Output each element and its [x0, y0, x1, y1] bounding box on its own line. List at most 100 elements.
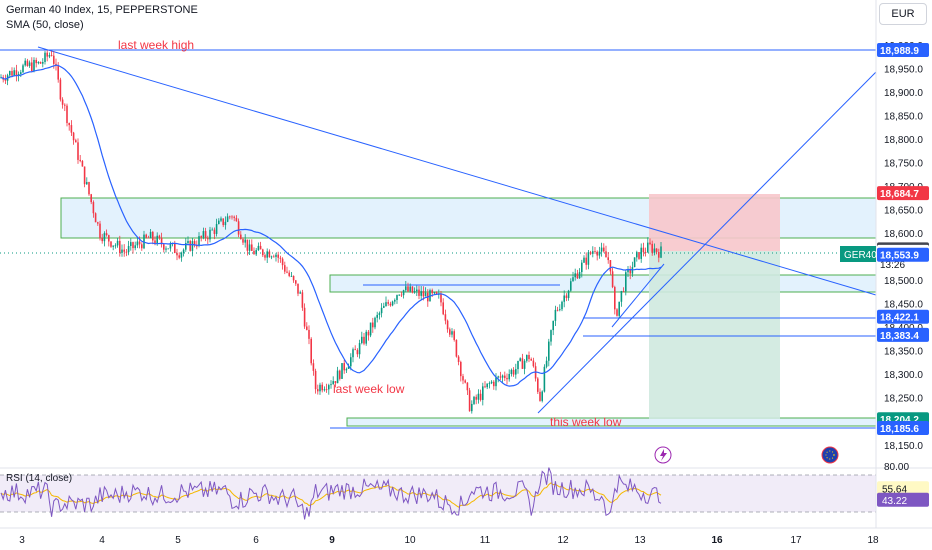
- candle: [334, 381, 337, 388]
- candle: [658, 248, 660, 263]
- candle: [75, 138, 77, 143]
- candle: [400, 291, 403, 297]
- price-tick-label: 18,350.0: [884, 347, 923, 358]
- candle: [655, 248, 658, 255]
- eu-flag-event-icon[interactable]: [821, 446, 839, 464]
- price-tick-label: 18,850.0: [884, 111, 923, 122]
- candle: [495, 373, 497, 391]
- candle: [149, 229, 152, 239]
- svg-text:18,383.4: 18,383.4: [880, 331, 919, 342]
- candle: [306, 322, 308, 331]
- candle: [101, 233, 103, 244]
- candle: [499, 371, 502, 381]
- candle: [160, 232, 163, 248]
- candle: [37, 61, 40, 65]
- candle: [116, 237, 119, 248]
- candle: [409, 283, 411, 293]
- candle: [528, 351, 530, 363]
- candle: [308, 325, 310, 345]
- time-tick-label: 9: [329, 535, 335, 546]
- svg-text:18,684.7: 18,684.7: [880, 189, 919, 200]
- candle: [290, 272, 293, 278]
- candle: [343, 359, 345, 374]
- candle: [394, 298, 396, 305]
- candle: [464, 379, 466, 384]
- price-tick-label: 18,600.0: [884, 229, 923, 240]
- candle: [618, 301, 620, 318]
- svg-text:43.22: 43.22: [882, 496, 907, 507]
- candle: [475, 394, 477, 405]
- candle: [548, 338, 550, 367]
- candle: [299, 290, 301, 294]
- countdown-label: 13:26: [880, 260, 905, 271]
- candle: [79, 155, 81, 163]
- candle: [121, 244, 123, 257]
- candle: [651, 240, 653, 256]
- candle: [501, 374, 504, 383]
- candle: [550, 329, 552, 346]
- candle: [229, 215, 231, 220]
- ascending-trendline-2[interactable]: [611, 263, 665, 328]
- short-position-profit[interactable]: [649, 251, 780, 419]
- time-tick-label: 12: [557, 535, 569, 546]
- candle: [218, 218, 220, 225]
- currency-button[interactable]: EUR: [879, 3, 927, 25]
- candle: [182, 248, 185, 257]
- candle: [552, 320, 554, 336]
- time-tick-label: 13: [634, 535, 646, 546]
- candle: [167, 248, 169, 250]
- rsi-legend[interactable]: RSI (14, close): [6, 473, 73, 484]
- candle: [281, 257, 284, 270]
- candle: [649, 238, 651, 246]
- candle: [97, 221, 99, 226]
- candle: [114, 243, 117, 249]
- candle: [207, 235, 209, 245]
- candle: [108, 234, 110, 247]
- short-position-loss[interactable]: [649, 194, 780, 251]
- candle: [112, 245, 114, 251]
- candle: [72, 131, 75, 145]
- candle: [545, 356, 548, 369]
- svg-text:18,988.9: 18,988.9: [880, 46, 919, 57]
- time-tick-label: 5: [175, 535, 181, 546]
- candle: [6, 73, 9, 86]
- candle: [633, 257, 636, 268]
- time-tick-label: 10: [404, 535, 416, 546]
- candle: [387, 299, 389, 306]
- candle: [17, 71, 20, 82]
- descending-trendline[interactable]: [37, 46, 877, 296]
- time-tick-label: 17: [790, 535, 802, 546]
- candle: [565, 293, 568, 302]
- candle: [372, 317, 374, 333]
- candle: [506, 373, 508, 385]
- candle: [402, 289, 405, 299]
- candle: [130, 238, 132, 251]
- candle: [64, 103, 66, 112]
- candle: [253, 247, 255, 255]
- candle: [369, 322, 372, 338]
- svg-text:18,422.1: 18,422.1: [880, 313, 919, 324]
- lightning-event-icon[interactable]: [654, 446, 672, 464]
- candle: [55, 58, 57, 71]
- candle: [596, 250, 598, 261]
- rsi-line: [0, 467, 662, 520]
- sma-legend[interactable]: SMA (50, close): [6, 19, 84, 31]
- candle: [429, 288, 431, 302]
- candle: [180, 251, 183, 262]
- candle: [44, 50, 46, 65]
- candle: [273, 254, 275, 258]
- candle: [345, 367, 348, 374]
- candle: [259, 241, 262, 250]
- candle: [242, 237, 244, 246]
- rsi-value-label: 43.22: [877, 492, 929, 507]
- ascending-trendline[interactable]: [537, 71, 877, 414]
- candle: [644, 247, 647, 257]
- candle: [444, 309, 447, 325]
- candle: [323, 386, 326, 392]
- candle: [466, 382, 469, 395]
- candle: [482, 382, 484, 406]
- candle: [200, 235, 202, 242]
- time-axis[interactable]: 3 4 5 6 9 10 11 12 13 16 17 18: [19, 535, 879, 546]
- candle: [178, 252, 180, 260]
